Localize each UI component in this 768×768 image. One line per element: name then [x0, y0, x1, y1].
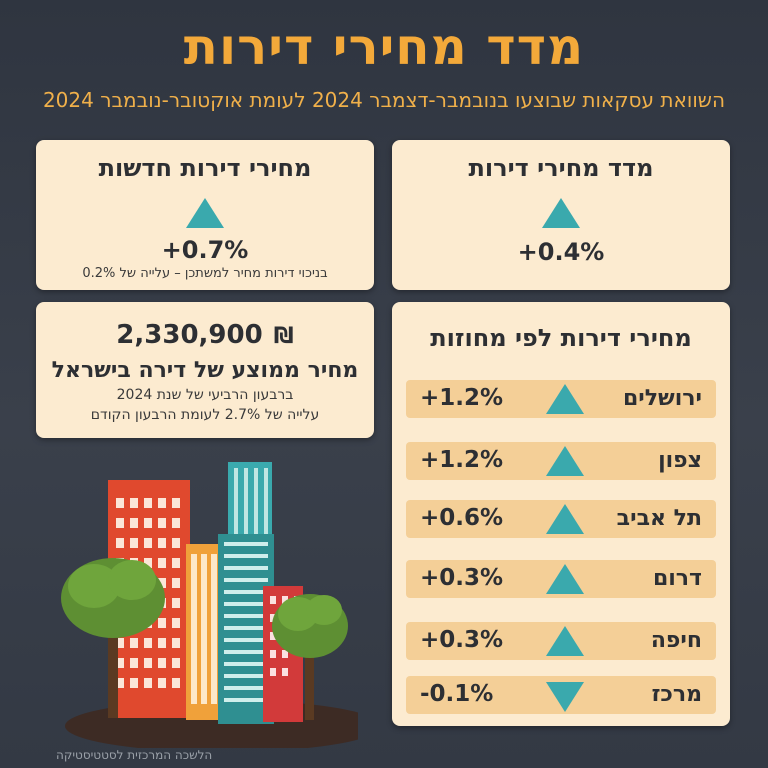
region-row: דרום +0.3% [406, 560, 716, 598]
price-index-value: +0.4% [517, 238, 605, 266]
region-value: +0.3% [420, 627, 504, 653]
region-row: ירושלים +1.2% [406, 380, 716, 418]
source-credit: הלשכה המרכזית לסטטיסטיקה [56, 748, 213, 762]
region-row: צפון +1.2% [406, 442, 716, 480]
average-price-value: 2,330,900 [116, 320, 263, 350]
new-apartments-card: מחירי דירות חדשות +0.7% בניכוי דירות מחי… [36, 140, 374, 290]
up-arrow-icon [546, 504, 584, 534]
page-title: מדד מחירי דירות [183, 18, 585, 76]
up-arrow-icon [546, 446, 584, 476]
average-price-card: 2,330,900 ₪ מחיר ממוצע של דירה בישראל בר… [36, 302, 374, 438]
new-apartments-value: +0.7% [161, 236, 249, 264]
up-arrow-icon [546, 626, 584, 656]
region-value: +1.2% [420, 447, 504, 473]
region-name: צפון [658, 448, 702, 473]
up-arrow-icon [546, 384, 584, 414]
page-subtitle: השוואת עסקאות שבוצעו בנובמבר-דצמבר 2024 … [42, 88, 726, 112]
region-name: דרום [652, 566, 702, 591]
average-price-title: מחיר ממוצע של דירה בישראל [51, 358, 359, 383]
average-price-line: 2,330,900 ₪ [36, 320, 374, 350]
region-name: ירושלים [622, 386, 702, 411]
up-arrow-icon [542, 198, 580, 228]
new-apartments-note: בניכוי דירות מחיר למשתכן – עלייה של 0.2% [82, 266, 328, 281]
region-value: +0.6% [420, 505, 504, 531]
region-name: מרכז [651, 682, 702, 707]
price-index-title: מדד מחירי דירות [468, 154, 654, 182]
price-index-card: מדד מחירי דירות +0.4% [392, 140, 730, 290]
shekel-symbol: ₪ [273, 324, 294, 349]
region-value: +0.3% [420, 565, 504, 591]
region-row: מרכז -0.1% [406, 676, 716, 714]
up-arrow-icon [546, 564, 584, 594]
down-arrow-icon [546, 682, 584, 712]
region-row: חיפה +0.3% [406, 622, 716, 660]
city-buildings-illustration [61, 462, 358, 748]
region-row: תל אביב +0.6% [406, 500, 716, 538]
region-name: חיפה [650, 628, 702, 653]
up-arrow-icon [186, 198, 224, 228]
average-price-line1: ברבעון הרביעי של שנת 2024 [116, 387, 294, 403]
region-name: תל אביב [616, 506, 702, 531]
regions-title: מחירי דירות לפי מחוזות [430, 324, 692, 352]
region-value: -0.1% [420, 681, 494, 707]
region-value: +1.2% [420, 385, 504, 411]
new-apartments-title: מחירי דירות חדשות [98, 154, 312, 182]
average-price-line2: עלייה של 2.7% לעומת הרבעון הקודם [90, 407, 320, 423]
regions-card: מחירי דירות לפי מחוזות ירושלים +1.2% צפו… [392, 302, 730, 726]
